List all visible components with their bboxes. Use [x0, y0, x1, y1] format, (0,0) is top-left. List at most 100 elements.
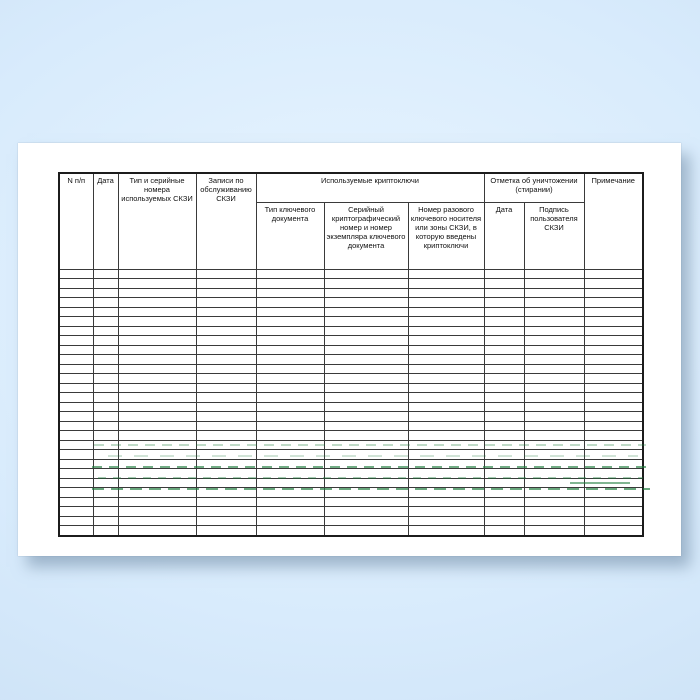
empty-cell — [407, 506, 485, 517]
empty-cell — [407, 458, 485, 469]
empty-cell — [117, 449, 197, 460]
table-row — [58, 306, 644, 317]
empty-cell — [255, 344, 325, 355]
empty-cell — [407, 496, 485, 507]
empty-cell — [407, 316, 485, 327]
empty-cell — [255, 477, 325, 488]
table-row — [58, 411, 644, 422]
empty-cell — [255, 278, 325, 289]
empty-cell — [583, 525, 644, 536]
empty-cell — [523, 344, 585, 355]
empty-cell — [483, 496, 525, 507]
empty-cell — [117, 430, 197, 441]
empty-cell — [583, 468, 644, 479]
empty-cell — [523, 449, 585, 460]
empty-cell — [523, 354, 585, 365]
empty-cell — [323, 354, 409, 365]
empty-cell — [195, 496, 257, 507]
empty-cell — [323, 468, 409, 479]
empty-cell — [583, 373, 644, 384]
empty-cell — [407, 363, 485, 374]
empty-cell — [92, 420, 119, 431]
empty-cell — [58, 468, 94, 479]
empty-cell — [255, 468, 325, 479]
empty-cell — [323, 268, 409, 279]
empty-cell — [483, 344, 525, 355]
empty-cell — [255, 363, 325, 374]
empty-cell — [483, 439, 525, 450]
empty-cell — [323, 487, 409, 498]
group-header-destruction: Отметка об уничтожении (стирании) — [483, 172, 585, 203]
empty-cell — [195, 287, 257, 298]
empty-cell — [255, 306, 325, 317]
empty-cell — [323, 363, 409, 374]
empty-cell — [255, 496, 325, 507]
empty-cell — [58, 506, 94, 517]
empty-cell — [255, 382, 325, 393]
empty-cell — [195, 344, 257, 355]
empty-cell — [117, 382, 197, 393]
table-row — [58, 373, 644, 384]
empty-cell — [407, 382, 485, 393]
empty-cell — [195, 335, 257, 346]
empty-cell — [483, 392, 525, 403]
empty-cell — [255, 325, 325, 336]
empty-cell — [255, 487, 325, 498]
table-row — [58, 325, 644, 336]
empty-cell — [58, 382, 94, 393]
empty-cell — [58, 420, 94, 431]
table-row — [58, 354, 644, 365]
empty-cell — [195, 420, 257, 431]
empty-cell — [583, 392, 644, 403]
empty-cell — [323, 316, 409, 327]
empty-cell — [583, 335, 644, 346]
empty-cell — [117, 401, 197, 412]
empty-cell — [407, 468, 485, 479]
empty-cell — [407, 306, 485, 317]
empty-cell — [483, 363, 525, 374]
empty-cell — [407, 392, 485, 403]
empty-cell — [583, 278, 644, 289]
empty-cell — [583, 268, 644, 279]
empty-cell — [92, 268, 119, 279]
table-row — [58, 287, 644, 298]
empty-cell — [58, 316, 94, 327]
empty-cell — [583, 515, 644, 526]
empty-cell — [323, 335, 409, 346]
empty-cell — [58, 430, 94, 441]
empty-cell — [117, 287, 197, 298]
empty-cell — [117, 515, 197, 526]
empty-cell — [92, 373, 119, 384]
empty-cell — [58, 297, 94, 308]
empty-cell — [255, 458, 325, 469]
empty-cell — [195, 439, 257, 450]
empty-cell — [323, 439, 409, 450]
empty-cell — [523, 411, 585, 422]
empty-cell — [117, 363, 197, 374]
empty-cell — [523, 382, 585, 393]
empty-cell — [117, 316, 197, 327]
empty-cell — [407, 477, 485, 488]
empty-cell — [255, 411, 325, 422]
empty-cell — [523, 392, 585, 403]
empty-cell — [58, 306, 94, 317]
empty-cell — [92, 354, 119, 365]
empty-cell — [58, 373, 94, 384]
empty-cell — [483, 430, 525, 441]
empty-cell — [523, 306, 585, 317]
empty-cell — [323, 278, 409, 289]
empty-cell — [117, 354, 197, 365]
empty-cell — [92, 468, 119, 479]
empty-cell — [92, 487, 119, 498]
empty-cell — [323, 325, 409, 336]
empty-cell — [483, 278, 525, 289]
empty-cell — [92, 506, 119, 517]
empty-cell — [255, 525, 325, 536]
empty-cell — [195, 392, 257, 403]
empty-cell — [117, 335, 197, 346]
empty-cell — [583, 297, 644, 308]
empty-cell — [407, 430, 485, 441]
empty-cell — [195, 401, 257, 412]
empty-cell — [523, 401, 585, 412]
